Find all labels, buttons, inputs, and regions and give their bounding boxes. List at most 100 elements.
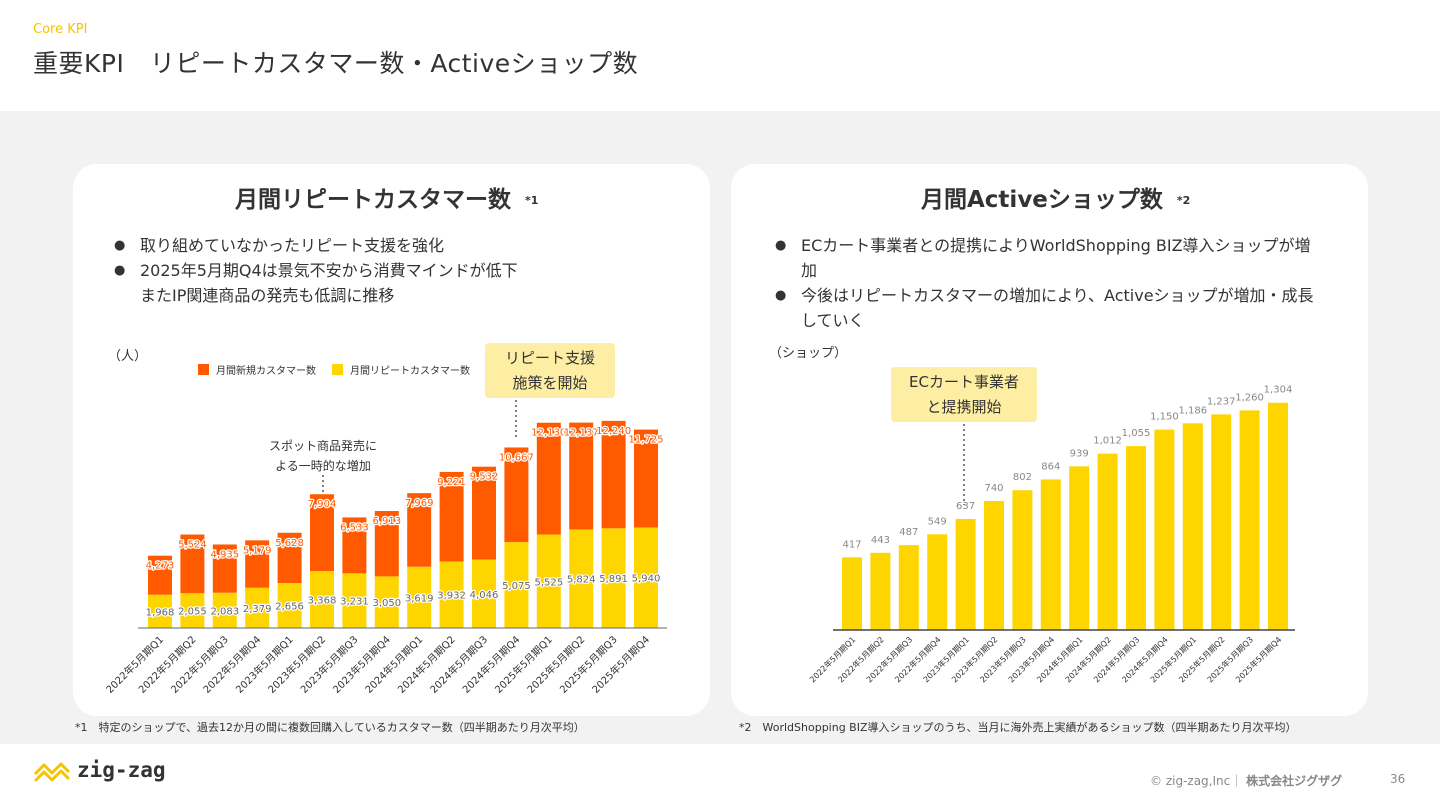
category-label: 2025年5月期Q1 <box>492 633 555 696</box>
shop-value-label: 637 <box>956 501 975 512</box>
shop-value-label: 487 <box>899 527 918 538</box>
total-value-label: 9,221 <box>437 477 466 488</box>
shop-bar <box>1040 479 1061 630</box>
category-label: 2023年5月期Q1 <box>233 633 296 696</box>
shop-value-label: 1,055 <box>1122 428 1151 439</box>
category-label: 2024年5月期Q3 <box>427 633 490 696</box>
total-value-label: 6,533 <box>340 522 369 533</box>
new-bar <box>212 544 237 593</box>
shop-value-label: 802 <box>1013 472 1032 483</box>
footnote-right: *2 WorldShopping BIZ導入ショップのうち、当月に海外売上実績が… <box>739 721 1297 734</box>
repeat-value-label: 1,968 <box>146 607 175 618</box>
left-chart-legend: 月間新規カスタマー数 月間リピートカスタマー数 <box>198 362 486 377</box>
total-value-label: 9,532 <box>470 472 499 483</box>
repeat-bar <box>245 587 270 628</box>
total-value-label: 12,130 <box>531 428 566 439</box>
new-bar <box>342 517 367 574</box>
repeat-value-label: 5,525 <box>534 577 563 588</box>
repeat-bar <box>310 571 334 628</box>
legend-swatch-new <box>198 364 209 375</box>
repeat-bar <box>277 583 302 628</box>
shop-bar <box>1012 490 1033 630</box>
legend-swatch-repeat <box>332 364 343 375</box>
total-value-label: 11,725 <box>629 435 664 446</box>
left-bullet-list: 取り組めていなかったリピート支援を強化 2025年5月期Q4は景気不安から消費マ… <box>114 233 674 308</box>
total-value-label: 7,904 <box>308 499 337 510</box>
shop-bar <box>1097 453 1118 630</box>
right-title-note: *2 <box>1176 194 1191 207</box>
repeat-value-label: 4,046 <box>470 590 499 601</box>
shop-bar <box>1268 402 1288 630</box>
shop-value-label: 864 <box>1041 461 1060 472</box>
total-value-label: 5,628 <box>275 538 304 549</box>
left-card-title: 月間リピートカスタマー数 *1 <box>235 187 539 213</box>
shop-bar <box>1154 429 1175 630</box>
new-bar <box>634 429 658 528</box>
right-bullet-1: ECカート事業者との提携によりWorldShopping BIZ導入ショップが増… <box>775 233 1315 283</box>
shop-value-label: 1,012 <box>1093 436 1122 447</box>
repeat-bar <box>472 559 496 628</box>
new-bar <box>277 532 302 584</box>
new-bar <box>504 447 529 543</box>
shop-bar <box>984 501 1004 630</box>
category-label: 2023年5月期Q2 <box>265 633 328 696</box>
repeat-value-label: 3,050 <box>372 598 401 609</box>
category-label: 2025年5月期Q4 <box>589 633 652 696</box>
shop-value-label: 1,150 <box>1150 412 1179 423</box>
repeat-bar <box>536 534 561 628</box>
shop-value-label: 939 <box>1070 448 1089 459</box>
total-value-label: 12,137 <box>564 428 599 439</box>
shop-bar <box>955 518 976 630</box>
shop-value-label: 417 <box>842 539 861 550</box>
left-chart-annotation: スポット商品発売に よる一時的な増加 <box>268 439 377 473</box>
legend-label-repeat: 月間リピートカスタマー数 <box>350 366 470 377</box>
repeat-value-label: 5,824 <box>567 575 596 586</box>
total-value-label: 6,913 <box>372 516 401 527</box>
repeat-value-label: 2,055 <box>178 607 207 618</box>
category-label: 2024年5月期Q2 <box>395 633 458 696</box>
total-value-label: 10,667 <box>499 452 534 463</box>
shop-bar <box>1069 466 1090 630</box>
category-label: 2024年5月期Q1 <box>362 633 425 696</box>
legend-item-new: 月間新規カスタマー数 <box>198 362 316 377</box>
right-bullet-2: 今後はリピートカスタマーの増加により、Activeショップが増加・成長していく <box>775 283 1315 333</box>
new-bar <box>407 493 432 567</box>
total-value-label: 5,524 <box>178 540 207 551</box>
total-value-label: 4,273 <box>146 561 175 572</box>
shop-value-label: 1,260 <box>1235 392 1264 403</box>
shop-value-label: 443 <box>871 535 890 546</box>
repeat-value-label: 3,368 <box>308 596 337 607</box>
left-chart-callout: リピート支援 施策を開始 <box>485 343 615 398</box>
copyright: © zig-zag,Inc｜ 株式会社ジグザグ <box>1150 774 1343 788</box>
repeat-value-label: 5,891 <box>599 574 628 585</box>
category-label: 2023年5月期Q4 <box>330 633 393 696</box>
repeat-bar <box>407 566 432 628</box>
category-label: 2022年5月期Q1 <box>103 633 166 696</box>
repeat-bar <box>504 542 529 628</box>
repeat-value-label: 2,379 <box>243 604 272 615</box>
right-chart-callout: ECカート事業者 と提携開始 <box>891 367 1037 422</box>
total-value-label: 4,935 <box>210 549 239 560</box>
repeat-bar <box>180 593 205 628</box>
category-label: 2025年5月期Q2 <box>524 633 587 696</box>
left-title-note: *1 <box>525 194 539 207</box>
category-label: 2024年5月期Q4 <box>460 633 523 696</box>
repeat-bar <box>212 592 237 628</box>
legend-item-repeat: 月間リピートカスタマー数 <box>332 362 470 377</box>
new-bar <box>180 534 205 594</box>
new-bar <box>148 555 172 595</box>
shop-value-label: 740 <box>984 483 1003 494</box>
left-bullet-1: 取り組めていなかったリピート支援を強化 <box>114 233 674 258</box>
repeat-bar <box>634 527 658 628</box>
company-logo: zig-zag <box>33 754 166 786</box>
shop-bar <box>1126 446 1146 630</box>
new-bar <box>310 494 334 572</box>
page-number: 36 <box>1390 772 1406 786</box>
new-bar <box>374 511 399 577</box>
left-bullet-2: 2025年5月期Q4は景気不安から消費マインドが低下 またIP関連商品の発売も低… <box>114 258 674 308</box>
new-bar <box>439 471 464 562</box>
repeat-bar <box>342 573 367 628</box>
repeat-bar <box>439 561 464 628</box>
shop-bar <box>898 545 919 630</box>
